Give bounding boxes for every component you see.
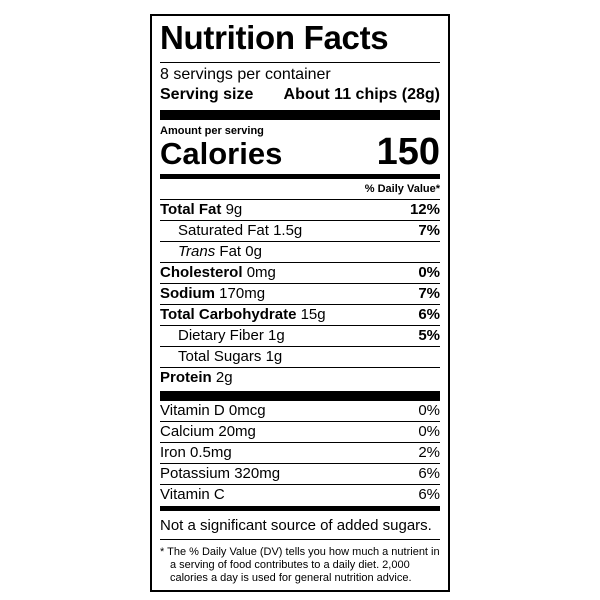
daily-value: 0% bbox=[418, 402, 440, 419]
nutrient-row: Total Fat 9g 12% bbox=[160, 199, 440, 220]
nutrient-name: Total Carbohydrate bbox=[160, 306, 297, 323]
nutrient: Dietary Fiber 1g bbox=[178, 326, 285, 346]
nutrient: Protein 2g bbox=[160, 368, 233, 388]
daily-value: 0% bbox=[418, 264, 440, 281]
serving-size-label: Serving size bbox=[160, 86, 254, 103]
daily-value: 7% bbox=[418, 222, 440, 239]
nutrient-row: Dietary Fiber 1g 5% bbox=[160, 325, 440, 346]
daily-value: 0% bbox=[418, 423, 440, 440]
nutrient-row: Total Sugars 1g bbox=[160, 346, 440, 367]
nutrient-row: Potassium 320mg 6% bbox=[160, 463, 440, 484]
nutrient-name: Dietary Fiber bbox=[178, 327, 264, 344]
nutrient-amount: 0mg bbox=[246, 264, 276, 281]
nutrient: Vitamin C bbox=[160, 485, 225, 505]
daily-value: 2% bbox=[418, 444, 440, 461]
nutrient-row: Calcium 20mg 0% bbox=[160, 421, 440, 442]
nutrient-amount: 15g bbox=[300, 306, 326, 323]
nutrient-name: Iron bbox=[160, 444, 186, 461]
nutrient-name: Vitamin C bbox=[160, 486, 225, 503]
nutrient: Sodium 170mg bbox=[160, 284, 265, 304]
nutrient: Potassium 320mg bbox=[160, 464, 280, 484]
nutrient-name: Saturated Fat bbox=[178, 222, 269, 239]
nutrient-row: Cholesterol 0mg 0% bbox=[160, 262, 440, 283]
nutrient-amount: 2g bbox=[215, 369, 233, 386]
nutrient-amount: 0.5mg bbox=[190, 444, 232, 461]
daily-value: 7% bbox=[418, 285, 440, 302]
calories-value: 150 bbox=[376, 131, 440, 173]
daily-value-header: % Daily Value* bbox=[364, 183, 440, 195]
nutrient-name: Cholesterol bbox=[160, 264, 243, 281]
nutrient-amount: 9g bbox=[225, 201, 243, 218]
nutrient-amount: 0g bbox=[245, 243, 262, 260]
nutrient: Total Carbohydrate 15g bbox=[160, 305, 326, 325]
title: Nutrition Facts bbox=[160, 19, 389, 56]
nutrient: Saturated Fat 1.5g bbox=[178, 221, 302, 241]
nutrient-name: Potassium bbox=[160, 465, 231, 482]
nutrient-amount: 170mg bbox=[219, 285, 266, 302]
nutrient-row: Iron 0.5mg 2% bbox=[160, 442, 440, 463]
nutrient-row: Sodium 170mg 7% bbox=[160, 283, 440, 304]
nutrient-amount: 0mcg bbox=[228, 402, 266, 419]
footnote: * The % Daily Value (DV) tells you how m… bbox=[160, 546, 440, 584]
nutrient-name: Sodium bbox=[160, 285, 215, 302]
added-sugars-note: Not a significant source of added sugars… bbox=[160, 517, 432, 534]
amount-per-serving: Amount per serving bbox=[160, 125, 264, 137]
nutrient-name: Total Fat bbox=[160, 201, 222, 218]
nutrient-prefix: Trans bbox=[178, 243, 216, 260]
nutrient-amount: 1.5g bbox=[273, 222, 303, 239]
calories-label: Calories bbox=[160, 136, 283, 171]
serving-size-value: About 11 chips (28g) bbox=[283, 86, 440, 103]
nutrient-name: Calcium bbox=[160, 423, 215, 440]
nutrition-label: Nutrition Facts 8 servings per container… bbox=[150, 14, 450, 592]
nutrient-amount: 1g bbox=[268, 327, 285, 344]
daily-value: 12% bbox=[409, 201, 440, 218]
servings: 8 servings per container bbox=[160, 66, 331, 83]
nutrient-name: Fat bbox=[219, 243, 242, 260]
nutrient-row: Protein 2g bbox=[160, 367, 440, 388]
nutrient-name: Total Sugars bbox=[178, 348, 262, 365]
nutrient-row: Vitamin C 6% bbox=[160, 484, 440, 505]
daily-value: 6% bbox=[418, 465, 440, 482]
nutrient-name: Vitamin D bbox=[160, 402, 225, 419]
nutrient: Total Sugars 1g bbox=[178, 347, 282, 367]
nutrient-amount: 1g bbox=[265, 348, 283, 365]
daily-value: 6% bbox=[418, 486, 440, 503]
nutrient-row: Saturated Fat 1.5g 7% bbox=[160, 220, 440, 241]
nutrient-amount: 20mg bbox=[218, 423, 256, 440]
daily-value: 5% bbox=[418, 327, 440, 344]
daily-value: 6% bbox=[418, 306, 440, 323]
nutrient: Trans Fat 0g bbox=[178, 242, 262, 262]
nutrient: Total Fat 9g bbox=[160, 200, 242, 220]
nutrient-row: Total Carbohydrate 15g 6% bbox=[160, 304, 440, 325]
nutrient-row: Vitamin D 0mcg 0% bbox=[160, 401, 440, 421]
nutrient: Cholesterol 0mg bbox=[160, 263, 276, 283]
nutrient: Vitamin D 0mcg bbox=[160, 401, 266, 421]
nutrient-amount: 320mg bbox=[234, 465, 281, 482]
nutrient: Iron 0.5mg bbox=[160, 443, 232, 463]
nutrient-row: Trans Fat 0g bbox=[160, 241, 440, 262]
nutrient-name: Protein bbox=[160, 369, 212, 386]
nutrient: Calcium 20mg bbox=[160, 422, 256, 442]
